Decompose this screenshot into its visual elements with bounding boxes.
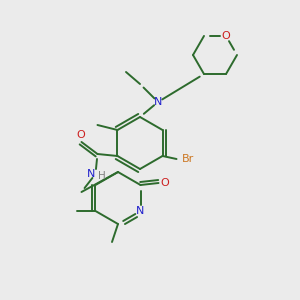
Text: Br: Br — [182, 154, 194, 164]
Text: N: N — [136, 206, 145, 216]
Text: H: H — [98, 171, 105, 181]
Text: N: N — [154, 97, 162, 107]
Text: N: N — [87, 169, 96, 179]
Text: O: O — [160, 178, 169, 188]
Text: O: O — [222, 31, 230, 41]
Text: O: O — [76, 130, 85, 140]
